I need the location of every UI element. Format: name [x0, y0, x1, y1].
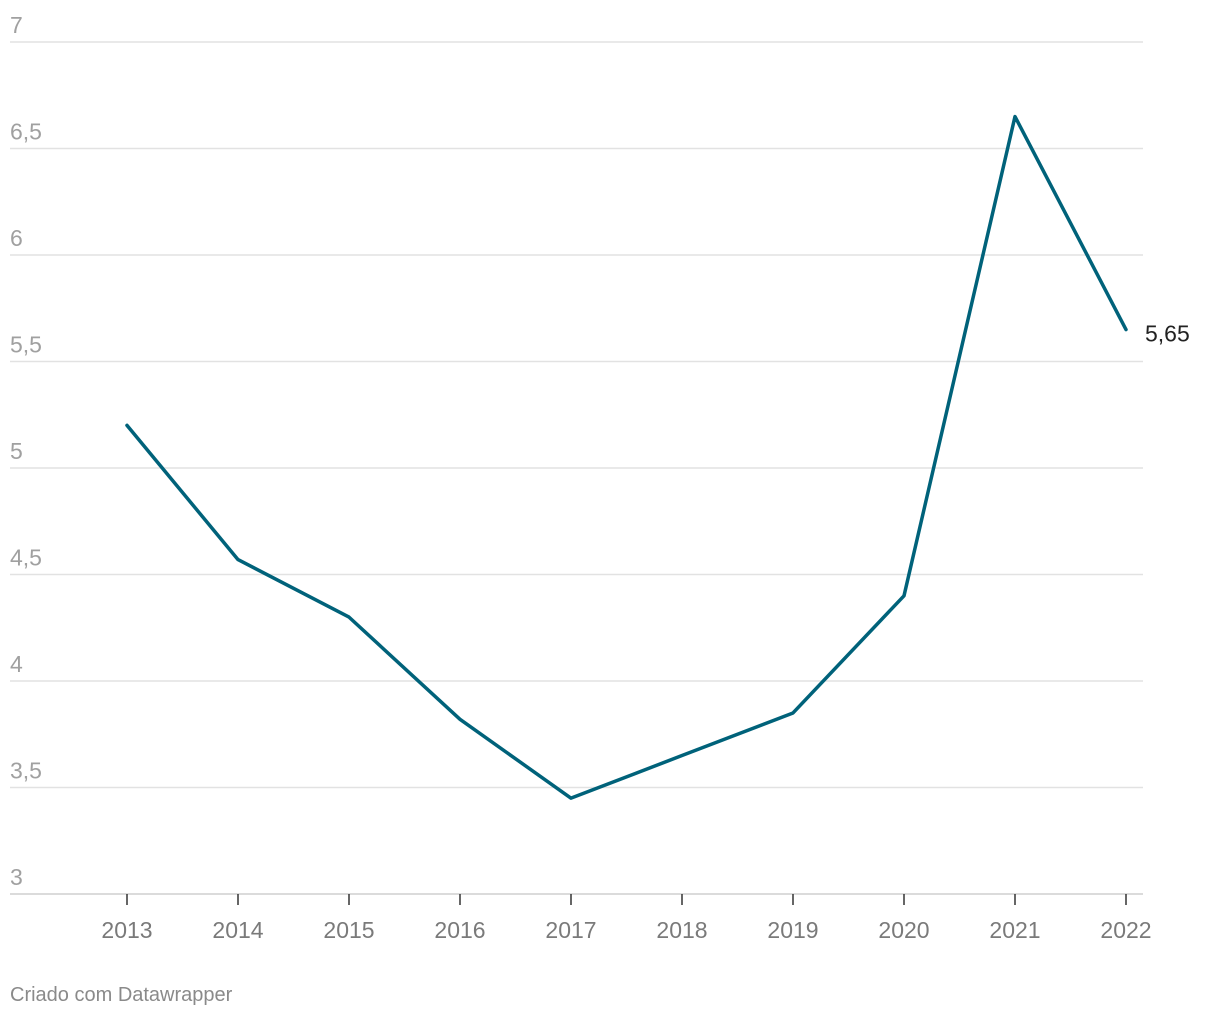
line-chart: 3 3,5 4 4,5 5 5,5 6 6,5 7 2013 2014 2015 2016 2017 201…: [10, 12, 1190, 943]
x-tick-label: 2014: [212, 917, 263, 943]
x-tick-label: 2022: [1100, 917, 1151, 943]
x-tick-label: 2018: [656, 917, 707, 943]
y-tick-label: 3,5: [10, 758, 42, 784]
x-tick-label: 2013: [101, 917, 152, 943]
x-tick-label: 2015: [323, 917, 374, 943]
y-tick-label: 7: [10, 12, 23, 38]
y-tick-label: 4,5: [10, 545, 42, 571]
y-tick-label: 5,5: [10, 332, 42, 358]
y-tick-label: 5: [10, 438, 23, 464]
x-tick-label: 2021: [989, 917, 1040, 943]
y-tick-label: 4: [10, 651, 23, 677]
series-line: [125, 114, 1128, 800]
y-tick-label: 6: [10, 225, 23, 251]
x-tick-label: 2020: [878, 917, 929, 943]
y-tick-label: 6,5: [10, 119, 42, 145]
x-tick-label: 2019: [767, 917, 818, 943]
x-tick-label: 2016: [434, 917, 485, 943]
datawrapper-credit[interactable]: Criado com Datawrapper: [10, 984, 233, 1006]
y-tick-label: 3: [10, 864, 23, 890]
end-value-label: 5,65: [1145, 321, 1190, 347]
x-tick-label: 2017: [545, 917, 596, 943]
